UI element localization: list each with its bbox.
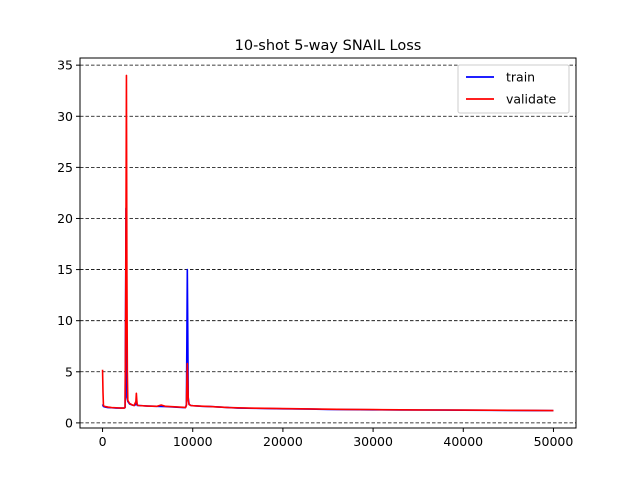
y-tick-label: 30 [57,109,73,124]
y-tick-label: 35 [57,58,73,73]
x-tick-label: 50000 [534,434,574,449]
y-tick-label: 5 [65,364,73,379]
chart-title: 10-shot 5-way SNAIL Loss [235,38,422,54]
legend: train validate [457,64,570,114]
x-tick-label: 0 [99,434,107,449]
plot-frame [79,57,577,429]
y-tick-label: 20 [57,211,73,226]
x-tick-label: 10000 [173,434,213,449]
y-tick-label: 10 [57,313,73,328]
series-line-validate [101,74,554,412]
legend-label-train: train [506,70,535,85]
grid-lines [80,64,576,424]
x-tick-label: 30000 [353,434,393,449]
series-lines [101,74,554,412]
x-axis: 0 10000 20000 30000 40000 50000 [99,428,574,449]
legend-label-validate: validate [506,92,556,107]
y-tick-label: 0 [65,415,73,430]
x-tick-label: 20000 [263,434,303,449]
y-axis: 0 5 10 15 20 25 30 35 [57,58,80,430]
y-tick-label: 15 [57,262,73,277]
y-tick-label: 25 [57,160,73,175]
x-tick-label: 40000 [443,434,483,449]
series-line-train [101,207,554,412]
